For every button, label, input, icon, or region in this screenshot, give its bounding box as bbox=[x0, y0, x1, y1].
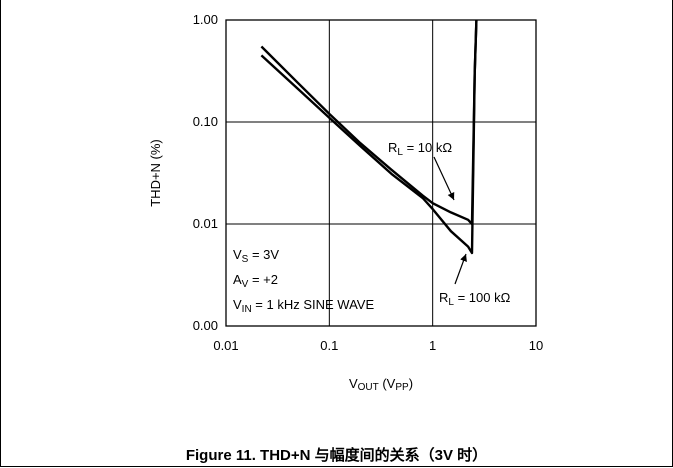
condition-vin: VIN = 1 kHz SINE WAVE bbox=[233, 297, 374, 315]
y-tick-label: 1.00 bbox=[193, 12, 218, 27]
thd-chart: 0.01 0.1 1 10 0.00 0.01 0.10 1.00 THD+N (%) VOU… bbox=[148, 12, 543, 393]
condition-av: AV = +2 bbox=[233, 272, 278, 290]
condition-vs: VS = 3V bbox=[233, 247, 279, 265]
arrow-10k bbox=[433, 156, 455, 201]
arrow-100k bbox=[454, 253, 467, 285]
y-tick-label: 0.10 bbox=[193, 114, 218, 129]
figure-caption: Figure 11. THD+N 与幅度间的关系（3V 时） bbox=[185, 447, 488, 464]
x-axis-label: VOUT (VPP) bbox=[349, 376, 413, 393]
x-tick-label: 10 bbox=[529, 338, 543, 353]
x-tick-label: 0.01 bbox=[213, 338, 238, 353]
series-label-10k: RL = 10 kΩ bbox=[388, 140, 452, 158]
series-label-100k: RL = 100 kΩ bbox=[439, 290, 511, 308]
plot-area bbox=[225, 19, 537, 327]
conditions-block: VS = 3V AV = +2 VIN = 1 kHz SINE WAVE bbox=[233, 247, 374, 315]
y-tick-label: 0.00 bbox=[193, 318, 218, 333]
x-tick-label: 1 bbox=[429, 338, 436, 353]
y-axis-label: THD+N (%) bbox=[148, 139, 163, 207]
y-tick-label: 0.01 bbox=[193, 216, 218, 231]
x-tick-label: 0.1 bbox=[320, 338, 338, 353]
series-line-100k bbox=[260, 19, 478, 255]
